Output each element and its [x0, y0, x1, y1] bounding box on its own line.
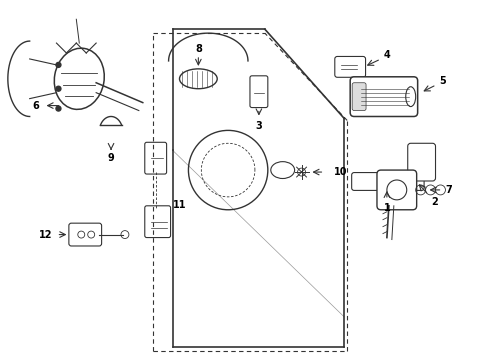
Text: 12: 12: [39, 230, 52, 239]
FancyBboxPatch shape: [144, 142, 166, 174]
Circle shape: [56, 86, 61, 91]
Circle shape: [56, 106, 61, 111]
FancyBboxPatch shape: [376, 170, 416, 210]
Text: 1: 1: [383, 203, 389, 213]
Text: 9: 9: [107, 153, 114, 163]
FancyBboxPatch shape: [249, 76, 267, 108]
FancyBboxPatch shape: [351, 83, 366, 111]
Circle shape: [56, 62, 61, 67]
FancyBboxPatch shape: [69, 223, 102, 246]
Text: 5: 5: [438, 76, 445, 86]
FancyBboxPatch shape: [334, 57, 365, 77]
Text: 4: 4: [383, 50, 389, 60]
Text: 8: 8: [195, 44, 202, 54]
FancyBboxPatch shape: [407, 143, 435, 181]
FancyBboxPatch shape: [144, 206, 170, 238]
Text: 7: 7: [444, 185, 451, 195]
Text: 3: 3: [255, 121, 262, 131]
Text: 10: 10: [334, 167, 347, 177]
Text: 11: 11: [172, 200, 185, 210]
FancyBboxPatch shape: [349, 77, 417, 117]
Circle shape: [297, 168, 305, 176]
FancyBboxPatch shape: [351, 172, 423, 190]
Text: 2: 2: [430, 197, 437, 207]
Text: 6: 6: [32, 100, 39, 111]
